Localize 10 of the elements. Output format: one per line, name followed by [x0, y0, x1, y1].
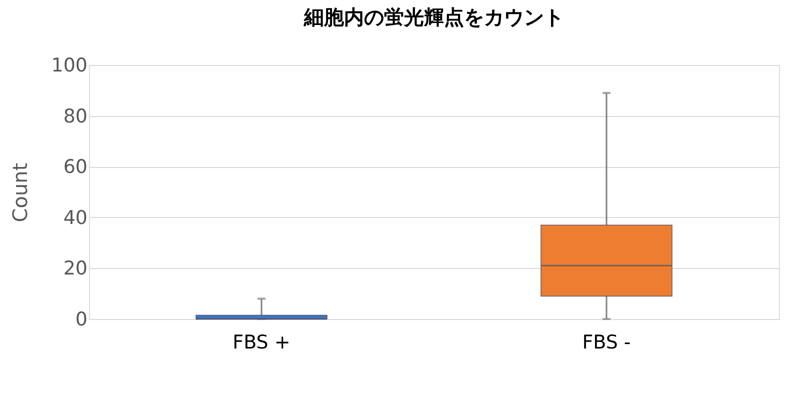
- x-tick-label: FBS +: [232, 332, 290, 354]
- y-tick-label: 100: [51, 54, 88, 76]
- y-tick-label: 20: [63, 258, 88, 280]
- chart-title: 細胞内の蛍光輝点をカウント: [303, 5, 564, 29]
- x-tick-label: FBS -: [582, 332, 631, 354]
- y-tick-label: 0: [75, 308, 88, 330]
- y-tick-label: 60: [63, 156, 88, 178]
- y-tick-label: 80: [63, 105, 88, 128]
- y-tick-label: 40: [63, 206, 88, 229]
- y-axis-title: Count: [8, 162, 32, 222]
